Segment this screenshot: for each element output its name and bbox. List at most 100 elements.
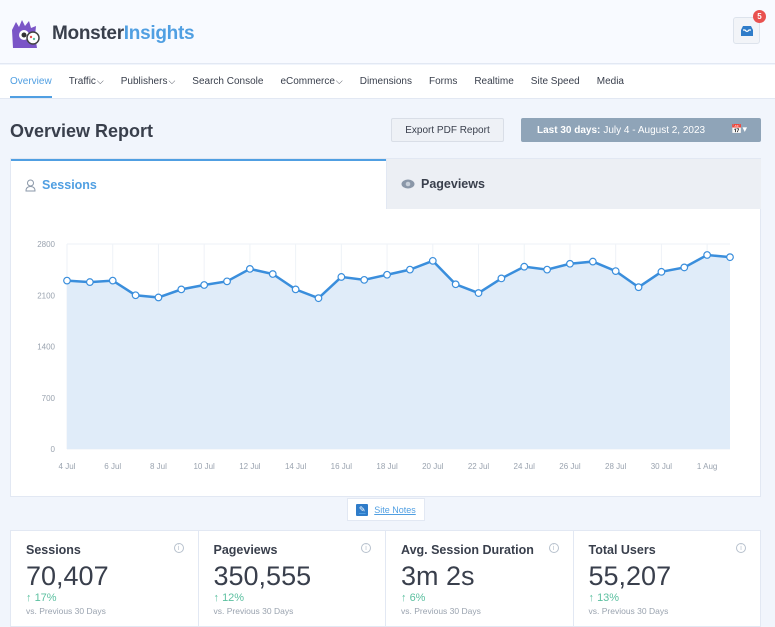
- brand-name: MonsterInsights: [52, 23, 195, 45]
- sessions-area: [67, 254, 730, 449]
- x-tick-label: 12 Jul: [239, 462, 261, 471]
- x-tick-label: 30 Jul: [651, 462, 673, 471]
- stat-change-value: 6%: [409, 592, 426, 604]
- x-tick-label: 14 Jul: [285, 462, 307, 471]
- data-point: [291, 285, 300, 294]
- data-point: [680, 263, 689, 272]
- data-point: [566, 259, 574, 268]
- arrow-up-icon: ↑: [26, 592, 32, 604]
- data-point: [268, 270, 277, 278]
- data-point: [497, 274, 506, 283]
- info-icon[interactable]: i: [173, 543, 184, 553]
- stat-label: Sessions: [26, 543, 81, 557]
- data-point: [131, 291, 140, 300]
- arrow-up-icon: ↑: [213, 592, 220, 604]
- export-pdf-button[interactable]: Export PDF Report: [391, 118, 504, 142]
- nav-item-publishers[interactable]: Publishers⌵: [121, 65, 176, 98]
- y-tick-label: 0: [51, 445, 56, 454]
- data-point: [543, 265, 552, 274]
- stat-value: 55,207: [588, 561, 672, 591]
- y-tick-label: 2800: [37, 240, 55, 249]
- x-tick-label: 22 Jul: [468, 462, 490, 471]
- stat-comparison: vs. Previous 30 Days: [26, 606, 106, 616]
- nav-item-label: Dimensions: [359, 76, 412, 87]
- info-icon[interactable]: i: [548, 543, 559, 553]
- nav-item-label: Overview: [10, 76, 52, 87]
- y-tick-label: 2100: [37, 291, 55, 300]
- data-point: [588, 257, 597, 266]
- data-point: [520, 262, 529, 271]
- date-range-picker[interactable]: Last 30 days: July 4 - August 2, 2023 📅▾: [521, 118, 761, 142]
- stats-row: Sessions i 70,407 ↑ 17% vs. Previous 30 …: [10, 530, 761, 627]
- nav-item-search-console[interactable]: Search Console: [192, 65, 263, 98]
- data-point: [314, 294, 323, 303]
- stat-label: Pageviews: [213, 543, 278, 557]
- data-point: [63, 276, 71, 285]
- data-point: [451, 280, 460, 289]
- nav-item-traffic[interactable]: Traffic⌵: [69, 65, 104, 98]
- tab-pageviews[interactable]: Pageviews: [386, 159, 761, 209]
- tab-sessions[interactable]: Sessions: [11, 159, 386, 209]
- stat-change-value: 12%: [222, 592, 245, 604]
- chart-panel: 0 700 1400 2100 2800 4 Jul 6 Jul 8 Jul 10 Jul 12 …: [10, 158, 761, 497]
- chevron-down-icon: ⌵: [96, 76, 104, 86]
- nav-item-forms[interactable]: Forms: [429, 65, 457, 98]
- stat-card: Pageviews i 350,555 ↑ 12% vs. Previous 3…: [199, 531, 386, 626]
- page-title: Overview Report: [10, 121, 154, 141]
- stat-change: ↑ 6%: [401, 592, 573, 604]
- nav-item-label: Traffic: [68, 76, 96, 87]
- nav-item-realtime[interactable]: Realtime: [474, 65, 513, 98]
- nav-item-label: Forms: [428, 76, 458, 87]
- stat-change-value: 13%: [597, 592, 620, 604]
- data-point: [223, 277, 231, 286]
- y-tick-label: 1400: [37, 343, 55, 352]
- site-notes-button[interactable]: ✎ Site Notes: [347, 498, 425, 521]
- x-tick-label: 6 Jul: [104, 462, 121, 471]
- x-tick-label: 28 Jul: [605, 462, 627, 471]
- nav-item-overview[interactable]: Overview: [10, 65, 52, 98]
- stat-change: ↑ 17%: [26, 592, 198, 604]
- nav-item-label: eCommerce: [280, 76, 335, 87]
- stat-card: Total Users i 55,207 ↑ 13% vs. Previous …: [574, 531, 761, 626]
- nav-item-label: Site Speed: [530, 76, 580, 87]
- nav-item-dimensions[interactable]: Dimensions: [360, 65, 412, 98]
- x-tick-label: 8 Jul: [150, 462, 167, 471]
- stat-comparison: vs. Previous 30 Days: [213, 606, 294, 616]
- nav-item-label: Publishers: [120, 76, 168, 87]
- header: MonsterInsights 5: [0, 0, 775, 64]
- nav-item-site-speed[interactable]: Site Speed: [531, 65, 580, 98]
- data-point: [245, 264, 254, 273]
- x-tick-label: 18 Jul: [376, 462, 398, 471]
- x-tick-label: 10 Jul: [193, 462, 215, 471]
- data-point: [108, 276, 117, 285]
- arrow-up-icon: ↑: [401, 592, 407, 604]
- site-notes-label: Site Notes: [374, 504, 416, 515]
- data-point: [177, 285, 186, 294]
- stat-change-value: 17%: [34, 592, 57, 604]
- brand-part1: Monster: [52, 23, 124, 44]
- stat-card: Avg. Session Duration i 3m 2s ↑ 6% vs. P…: [386, 531, 574, 626]
- notification-badge: 5: [753, 10, 766, 23]
- calendar-icon: 📅▾: [731, 124, 747, 134]
- stat-comparison: vs. Previous 30 Days: [588, 606, 669, 616]
- chevron-down-icon: ⌵: [335, 76, 343, 86]
- nav-item-ecommerce[interactable]: eCommerce⌵: [280, 65, 342, 98]
- data-point: [474, 289, 483, 297]
- user-icon: [25, 179, 36, 191]
- stat-value: 3m 2s: [401, 561, 475, 591]
- x-tick-label: 24 Jul: [514, 462, 536, 471]
- data-point: [383, 270, 391, 279]
- inbox-icon: [740, 25, 753, 36]
- stat-change: ↑ 12%: [214, 592, 386, 604]
- data-point: [337, 273, 346, 281]
- chevron-down-icon: ⌵: [168, 76, 176, 86]
- info-icon[interactable]: i: [736, 543, 746, 553]
- data-point: [360, 275, 369, 284]
- nav-item-media[interactable]: Media: [597, 65, 624, 98]
- x-tick-label: 20 Jul: [422, 462, 444, 471]
- data-point: [200, 281, 209, 289]
- arrow-up-icon: ↑: [588, 592, 595, 604]
- info-icon[interactable]: i: [361, 543, 371, 553]
- date-range-value: July 4 - August 2, 2023: [603, 124, 706, 136]
- data-point: [634, 283, 643, 292]
